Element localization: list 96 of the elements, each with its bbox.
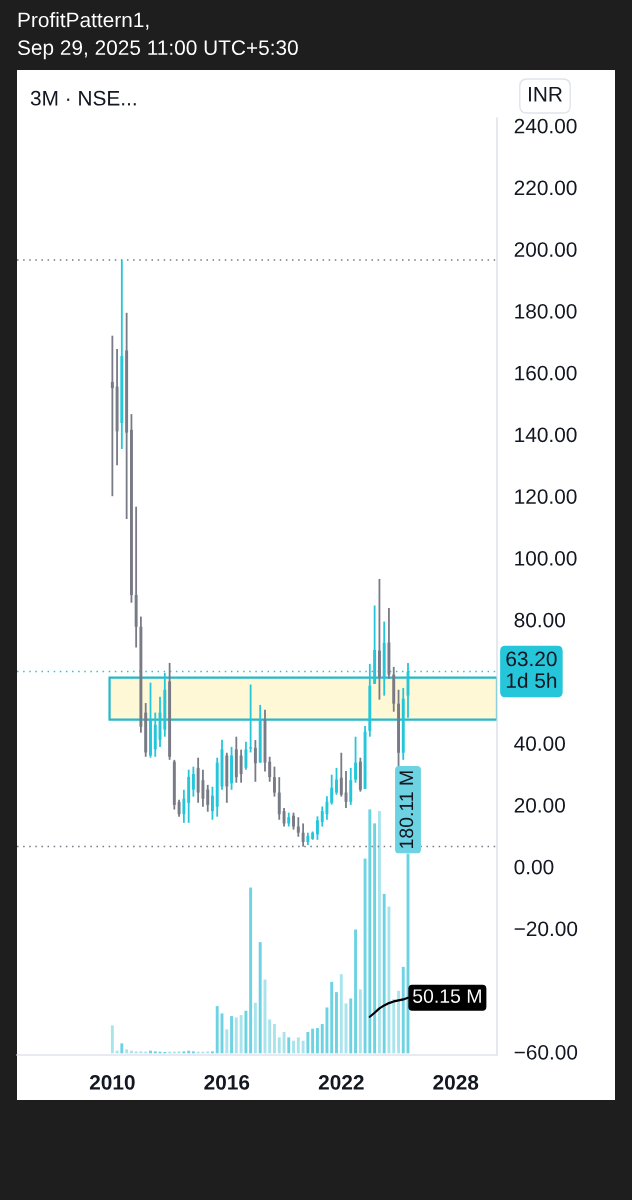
y-tick-label: 140.00	[515, 427, 577, 443]
bar	[234, 1017, 238, 1054]
bar	[401, 966, 405, 1054]
candlestick	[230, 745, 234, 791]
bar	[272, 1024, 276, 1054]
bar	[296, 1037, 300, 1054]
bar	[249, 887, 253, 1054]
bar	[392, 999, 396, 1054]
bar	[258, 942, 262, 1054]
bar	[210, 1051, 214, 1054]
bar	[306, 1032, 310, 1054]
bar	[335, 992, 338, 1054]
bar	[373, 823, 377, 1054]
x-tick-label: 2016	[204, 1074, 250, 1090]
candlestick	[182, 788, 186, 824]
data-label: 50.15 M	[413, 989, 481, 1003]
bar	[387, 906, 391, 1054]
bar	[139, 1051, 143, 1054]
y-tick-label: 100.00	[515, 550, 577, 566]
y-axis-title: INR	[528, 87, 562, 102]
bar	[277, 1037, 281, 1054]
candlestick	[325, 795, 329, 821]
candlestick	[268, 755, 272, 783]
bar	[377, 811, 381, 1054]
candlestick	[330, 773, 334, 806]
bar	[239, 1015, 243, 1054]
bar	[191, 1051, 195, 1054]
y-tick-label: 160.00	[515, 365, 577, 381]
bar	[382, 893, 386, 1054]
y-tick-label: 180.00	[515, 303, 577, 319]
bar	[282, 1032, 286, 1054]
bar	[225, 1029, 229, 1054]
y-tick-label: 0.00	[514, 859, 554, 875]
bar	[287, 1037, 291, 1054]
bar	[325, 1007, 329, 1054]
bar	[268, 1019, 272, 1054]
bar	[230, 1016, 234, 1054]
candlestick	[191, 765, 195, 798]
bar	[354, 929, 358, 1054]
candlestick	[315, 815, 319, 841]
bar	[182, 1051, 186, 1054]
bar	[292, 1040, 295, 1054]
candlestick	[253, 739, 257, 783]
candlestick	[349, 766, 353, 806]
bar	[339, 974, 343, 1054]
bar	[253, 1002, 257, 1054]
candlestick	[210, 785, 214, 821]
candlestick	[149, 681, 152, 759]
bar	[349, 998, 353, 1054]
candlestick	[354, 735, 358, 784]
y-tick-label: 40.00	[514, 736, 565, 751]
bar	[311, 1028, 315, 1054]
candlestick	[339, 751, 343, 798]
candlestick	[272, 765, 276, 798]
candlestick	[277, 776, 281, 821]
bar	[244, 1010, 248, 1054]
y-tick-label: 120.00	[515, 489, 577, 504]
bar	[301, 1040, 305, 1054]
bar	[110, 1025, 114, 1054]
y-tick-label: 20.00	[514, 797, 565, 813]
bar	[120, 1043, 124, 1054]
bar	[177, 1051, 181, 1054]
bar	[125, 1049, 129, 1054]
y-tick-label: −20.00	[514, 921, 578, 937]
bar	[206, 1051, 210, 1054]
x-tick-label: 2028	[433, 1074, 479, 1090]
candlestick	[239, 748, 243, 784]
bar	[368, 809, 372, 1054]
candlestick	[292, 811, 295, 831]
y-tick-label: 240.00	[514, 118, 577, 134]
candlestick	[110, 334, 114, 498]
x-tick-label: 2022	[318, 1074, 364, 1090]
y-tick-label: 220.00	[514, 180, 577, 196]
candlestick	[296, 816, 300, 838]
candlestick	[244, 740, 248, 771]
y-tick-label: 200.00	[514, 242, 577, 257]
text: ProfitPattern1, Sep 29, 2025 11:00 UTC+5:30	[17, 12, 298, 60]
candlestick	[335, 766, 338, 796]
y-tick-label: 80.00	[514, 612, 565, 628]
bar	[358, 989, 362, 1054]
bar	[330, 981, 334, 1054]
chart-title: 3M · NSE...	[30, 90, 136, 106]
data-label: 180.11 M	[399, 771, 414, 848]
bar	[315, 1028, 319, 1054]
candlestick	[397, 688, 400, 768]
bar	[215, 1006, 219, 1054]
y-tick-label: −60.00	[514, 1044, 578, 1060]
bar	[134, 1051, 138, 1054]
bar	[153, 1051, 157, 1054]
bar	[397, 990, 400, 1054]
candlestick	[282, 807, 286, 828]
candlestick	[320, 805, 324, 828]
x-tick-label: 2010	[89, 1074, 135, 1090]
candlestick	[201, 768, 205, 808]
candlestick	[206, 783, 210, 813]
ref-line-label: 63.20 1d 5h	[506, 651, 557, 688]
